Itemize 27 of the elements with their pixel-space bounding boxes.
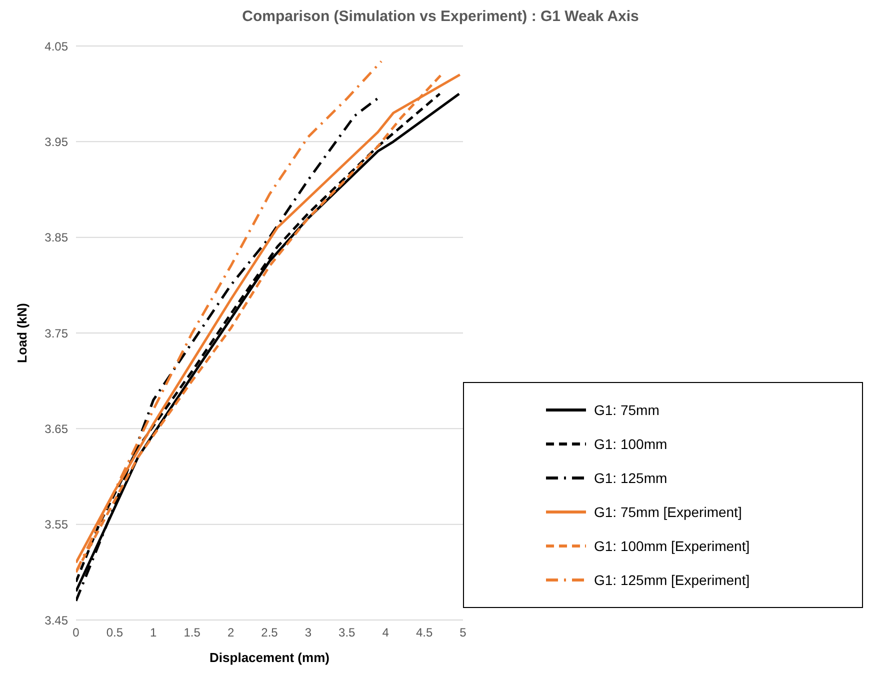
legend-label: G1: 100mm [Experiment] [594,537,750,556]
y-axis-title: Load (kN) [14,303,30,363]
x-tick-label: 2.5 [261,626,278,640]
x-axis-title: Displacement (mm) [210,650,330,665]
y-tick-label: 3.65 [44,422,68,436]
x-tick-label: 1 [150,626,158,640]
legend-label: G1: 125mm [Experiment] [594,571,750,590]
x-tick-label: 3 [304,626,312,640]
x-tick-label: 0 [72,626,80,640]
y-tick-label: 4.05 [44,39,68,54]
chart-title: Comparison (Simulation vs Experiment) : G1 Weak Axis [241,8,640,27]
x-tick-label: 1.5 [184,626,201,640]
x-tick-label: 4 [382,626,390,640]
x-tick-label: 3.5 [338,626,356,640]
x-tick-label: 5 [460,626,467,640]
x-tick-label: 0.5 [106,626,124,640]
y-tick-label: 3.75 [44,326,68,340]
y-tick-label: 3.95 [44,134,68,149]
legend-label: G1: 100mm [594,435,668,454]
y-tick-label: 3.45 [44,613,68,628]
legend-label: G1: 75mm [Experiment] [594,503,742,522]
legend-label: G1: 75mm [594,401,660,420]
legend-label: G1: 125mm [594,469,668,488]
x-tick-label: 4.5 [416,626,433,640]
x-tick-label: 2 [227,626,234,640]
y-tick-label: 3.55 [44,518,68,532]
y-tick-label: 3.85 [44,230,68,245]
